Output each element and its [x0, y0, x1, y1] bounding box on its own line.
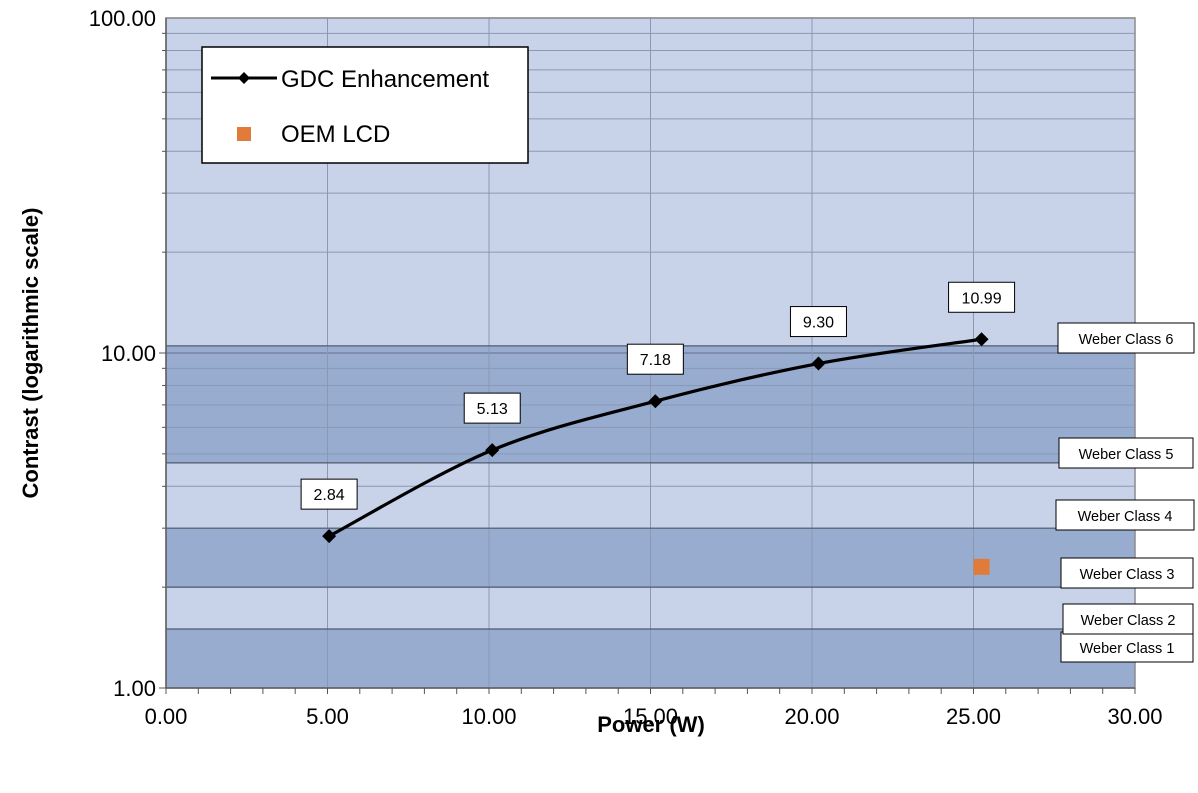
data-labels: 2.84 5.13 7.18 9.30 10.99 — [300, 281, 1016, 510]
x-tick-label: 25.00 — [946, 704, 1001, 729]
legend-label-gdc: GDC Enhancement — [281, 66, 489, 93]
band-label-box — [1057, 322, 1195, 354]
x-tick-label: 5.00 — [306, 704, 349, 729]
data-label: 10.99 — [962, 290, 1002, 307]
band-label-box — [1060, 631, 1194, 663]
data-label-box — [300, 478, 358, 510]
band-label: Weber Class 1 — [1080, 641, 1175, 657]
x-tick-label: 15.00 — [623, 704, 678, 729]
legend: GDC Enhancement OEM LCD — [201, 46, 529, 164]
data-label-box — [948, 281, 1016, 313]
data-label-box — [789, 306, 847, 338]
data-label-box — [626, 343, 684, 375]
band-label: Weber Class 6 — [1079, 332, 1174, 348]
legend-label-oem: OEM LCD — [281, 121, 390, 148]
oem-lcd-point — [973, 558, 990, 575]
band-label: Weber Class 2 — [1081, 613, 1176, 629]
gdc-point — [322, 529, 337, 544]
x-tick-label: 20.00 — [784, 704, 839, 729]
gdc-point — [648, 394, 663, 409]
band-label-box — [1062, 603, 1194, 635]
x-axis-title: Power (W) — [597, 712, 705, 737]
data-label-box — [463, 392, 521, 424]
band-labels: Weber Class 1 Weber Class 2 Weber Class 3 W… — [1055, 322, 1195, 663]
axes: 0.00 5.00 10.00 15.00 20.00 25.00 30.00 1.00 10.… — [89, 6, 1163, 729]
gdc-point — [811, 356, 826, 371]
data-label: 5.13 — [477, 401, 508, 418]
gdc-point — [485, 443, 500, 458]
band-label: Weber Class 3 — [1080, 567, 1175, 583]
band-label-box — [1055, 499, 1195, 531]
data-label: 7.18 — [640, 352, 671, 369]
legend-marker-oem — [237, 127, 251, 141]
x-tick-label: 30.00 — [1107, 704, 1162, 729]
y-axis-title: Contrast (logarithmic scale) — [18, 208, 43, 499]
y-tick-label: 100.00 — [89, 6, 156, 31]
band-label-box — [1058, 437, 1194, 469]
x-tick-label: 10.00 — [461, 704, 516, 729]
band-label-box — [1060, 557, 1194, 589]
y-tick-label: 1.00 — [113, 676, 156, 701]
legend-box — [201, 46, 529, 164]
series — [322, 332, 990, 575]
y-tick-label: 10.00 — [101, 341, 156, 366]
data-label: 2.84 — [314, 487, 345, 504]
x-tick-label: 0.00 — [145, 704, 188, 729]
band-label: Weber Class 4 — [1078, 509, 1173, 525]
band-label: Weber Class 5 — [1079, 447, 1174, 463]
data-label: 9.30 — [803, 315, 834, 332]
legend-marker-gdc — [238, 72, 250, 84]
gdc-point — [974, 332, 989, 347]
